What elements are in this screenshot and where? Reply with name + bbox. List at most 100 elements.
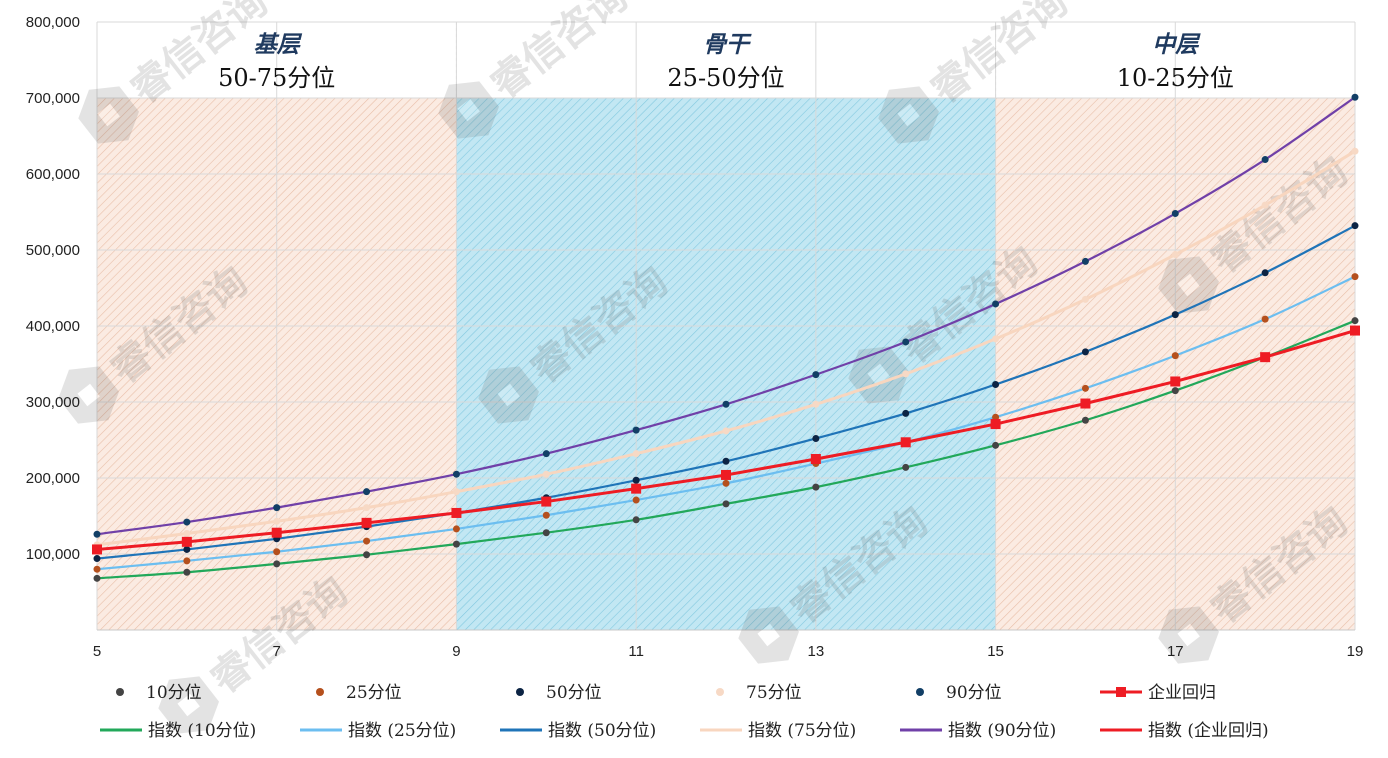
data-point [721, 469, 731, 480]
data-point [542, 511, 550, 519]
data-point [632, 426, 640, 434]
data-point [1080, 398, 1091, 409]
y-tick-label: 200,000 [26, 470, 80, 487]
data-point [1081, 257, 1089, 265]
data-point [812, 400, 820, 408]
data-point [361, 517, 372, 528]
data-point [1260, 352, 1271, 363]
y-tick-label: 400,000 [26, 318, 80, 335]
watermark-logo-icon [158, 676, 220, 734]
data-point [451, 507, 462, 518]
data-point [992, 335, 1000, 343]
zone-range-1: 50-75分位 [218, 64, 335, 92]
x-tick-label: 15 [987, 643, 1004, 660]
legend-label: 75分位 [746, 683, 802, 703]
y-tick-label: 500,000 [26, 242, 80, 259]
y-tick-label: 100,000 [26, 546, 80, 563]
data-point [990, 419, 1001, 430]
legend-marker [916, 688, 924, 696]
data-point [902, 370, 910, 378]
data-point [183, 557, 191, 565]
data-point [812, 483, 820, 491]
x-tick-label: 13 [808, 643, 825, 660]
watermark-logo-icon [478, 366, 540, 424]
data-point [632, 516, 640, 524]
data-point [542, 529, 550, 537]
data-point [810, 454, 821, 464]
legend-label: 50分位 [546, 683, 602, 703]
data-point [722, 457, 730, 465]
data-point [722, 427, 730, 435]
legend-marker [116, 688, 124, 696]
watermark-logo-icon [1158, 606, 1220, 664]
data-point [93, 555, 101, 563]
x-tick-label: 19 [1347, 643, 1364, 660]
data-point [273, 560, 281, 568]
data-point [1350, 325, 1360, 336]
data-point [93, 565, 101, 573]
y-tick-label: 800,000 [26, 14, 80, 31]
zone-name-3: 中层 [1152, 31, 1201, 58]
watermark-text: 睿信咨询 [482, 0, 636, 108]
data-point [900, 437, 911, 448]
data-point [902, 338, 910, 346]
data-point [452, 488, 460, 496]
legend-trend-label: 指数 (50分位) [548, 721, 656, 741]
data-point [93, 530, 101, 538]
data-point [1170, 376, 1181, 387]
watermark-logo-hole [757, 623, 780, 647]
watermark-logo-hole [457, 98, 480, 122]
legend-label: 企业回归 [1148, 683, 1216, 703]
data-point [1351, 222, 1359, 230]
trend-line-4 [96, 149, 1356, 547]
data-point [1171, 352, 1179, 360]
data-point [452, 470, 460, 478]
watermark-text: 睿信咨询 [922, 0, 1076, 113]
legend-trend-label: 指数 (10分位) [148, 721, 256, 741]
data-point [93, 574, 101, 582]
legend-marker [716, 688, 724, 696]
data-point [363, 551, 371, 559]
data-point [542, 450, 550, 458]
data-point [363, 537, 371, 545]
data-point [1261, 156, 1269, 164]
data-point [632, 496, 640, 504]
data-point [1081, 384, 1089, 392]
y-tick-label: 700,000 [26, 90, 80, 107]
data-point [452, 525, 460, 533]
data-point [992, 441, 1000, 449]
legend-trend-label: 指数 (25分位) [348, 721, 456, 741]
x-tick-label: 7 [273, 643, 281, 660]
data-point [1081, 416, 1089, 424]
data-point [273, 517, 281, 525]
watermark-logo-hole [497, 383, 520, 407]
data-point [1261, 269, 1269, 277]
zone-range-3: 10-25分位 [1117, 64, 1234, 92]
data-point [1261, 315, 1269, 323]
zone-name-2: 骨干 [703, 31, 752, 58]
data-point [273, 548, 281, 556]
data-point [271, 527, 282, 538]
y-tick-label: 600,000 [26, 166, 80, 183]
data-point [1261, 201, 1269, 209]
data-point [992, 381, 1000, 389]
legend-label: 10分位 [146, 683, 202, 703]
data-point [1171, 210, 1179, 218]
data-point [722, 479, 730, 487]
data-point [632, 450, 640, 458]
legend-trend-label: 指数 (企业回归) [1148, 721, 1269, 741]
watermark-logo-hole [97, 103, 120, 127]
data-point [1081, 295, 1089, 303]
watermark-logo-hole [1177, 623, 1200, 647]
data-point [452, 540, 460, 548]
data-point [1351, 317, 1359, 325]
zone-labels: 基层 50-75分位 骨干 25-50分位 中层 10-25分位 [218, 31, 1234, 92]
x-tick-label: 17 [1167, 643, 1184, 660]
x-tick-label: 5 [93, 643, 101, 660]
zone-name-1: 基层 [254, 31, 303, 58]
watermark-logo-icon [738, 606, 800, 664]
data-point [992, 413, 1000, 421]
data-point [92, 544, 102, 555]
